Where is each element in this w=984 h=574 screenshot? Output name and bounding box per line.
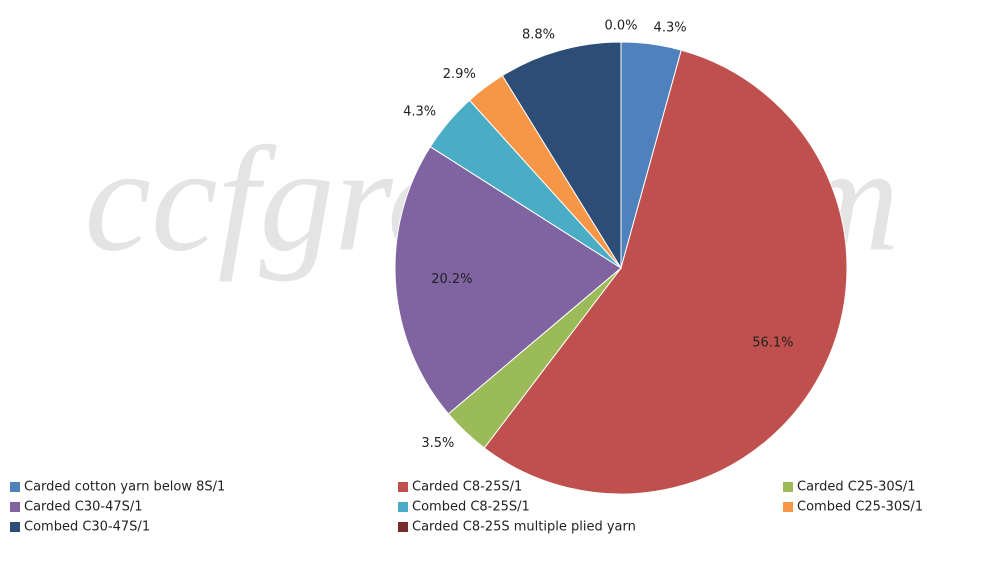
legend-label: Combed C30-47S/1 — [24, 520, 150, 535]
data-label: 20.2% — [431, 272, 472, 287]
data-label: 56.1% — [752, 336, 793, 351]
legend-swatch — [783, 502, 793, 512]
legend-swatch — [398, 502, 408, 512]
pie-slice — [483, 49, 848, 495]
data-label: 2.9% — [443, 67, 476, 82]
legend-swatch — [398, 482, 408, 492]
legend-label: Carded C25-30S/1 — [797, 480, 916, 495]
legend-swatch — [10, 482, 20, 492]
legend-swatch — [398, 522, 408, 532]
data-label: 3.5% — [421, 436, 454, 451]
legend-swatch — [10, 522, 20, 532]
legend-label: Carded C30-47S/1 — [24, 500, 143, 515]
data-label: 4.3% — [403, 104, 436, 119]
pie-slice — [394, 146, 622, 415]
data-label: 0.0% — [604, 19, 637, 34]
legend-label: Carded C8-25S/1 — [412, 480, 522, 495]
data-label: 4.3% — [654, 21, 687, 36]
legend-label: Combed C25-30S/1 — [797, 500, 923, 515]
legend-swatch — [10, 502, 20, 512]
legend-swatch — [783, 482, 793, 492]
legend-label: Combed C8-25S/1 — [412, 500, 530, 515]
legend-label: Carded C8-25S multiple plied yarn — [412, 520, 636, 535]
data-label: 8.8% — [522, 28, 555, 43]
legend-label: Carded cotton yarn below 8S/1 — [24, 480, 225, 495]
pie-slice — [501, 41, 622, 270]
